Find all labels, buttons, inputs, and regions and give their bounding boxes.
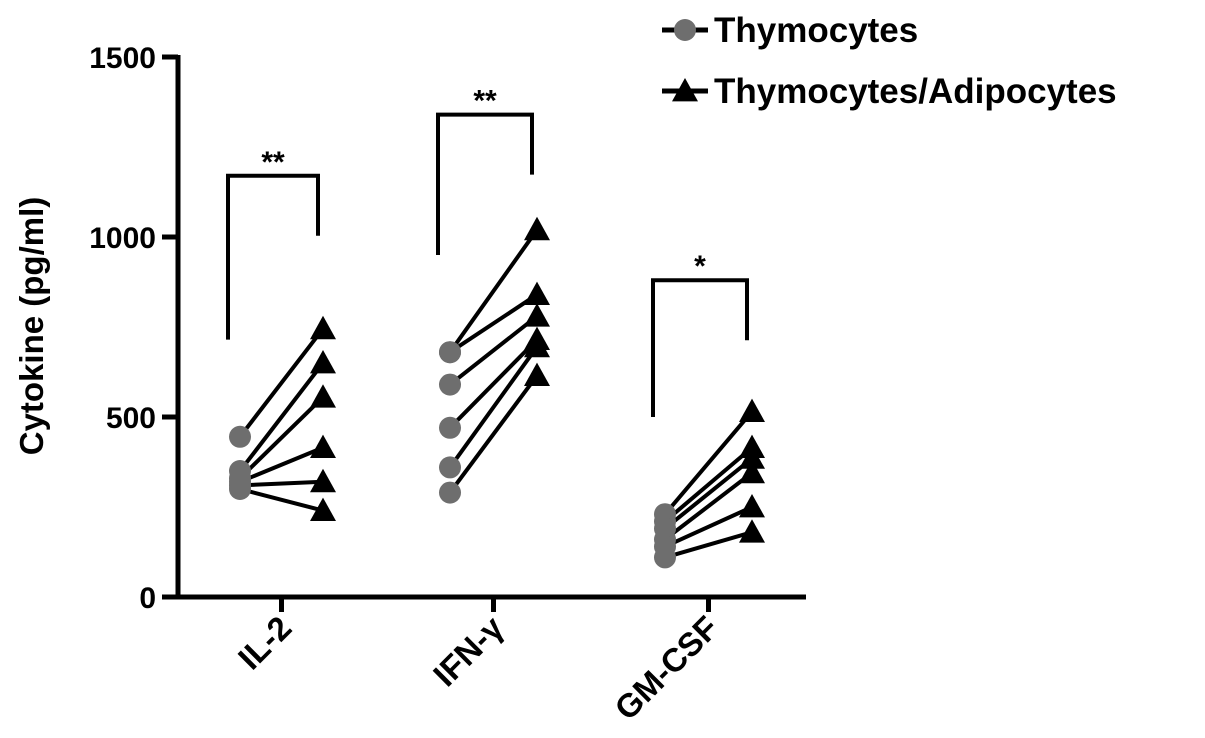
pair-line-gm-csf (664, 505, 753, 549)
pair-line-ifn (448, 345, 539, 469)
x-axis: IL-2 IFN-γ GM-CSF (176, 594, 806, 727)
legend-triangle-marker (672, 78, 698, 102)
point-thymocytes-adipocytes-ifn (524, 281, 550, 305)
y-axis: 0 500 1000 1500 (89, 42, 181, 615)
pair-line-gm-csf (663, 410, 754, 516)
pair-line-il-2 (238, 361, 325, 473)
legend: Thymocytes Thymocytes/Adipocytes (662, 11, 1117, 111)
pair-line-il-2 (239, 479, 324, 488)
point-thymocytes-ifn (439, 481, 461, 504)
pair-line-ifn (448, 314, 539, 387)
pair-line-ifn (448, 338, 539, 430)
legend-circle-marker (674, 19, 696, 41)
significance-bracket-il-2 (226, 173, 320, 340)
x-labels: IL-2 IFN-γ GM-CSF (231, 597, 725, 727)
pair-line-gm-csf (663, 446, 754, 523)
point-thymocytes-adipocytes-gm-csf (739, 459, 765, 484)
point-thymocytes-adipocytes-ifn (524, 303, 550, 327)
point-thymocytes-adipocytes-gm-csf (739, 494, 765, 518)
y-tick-label: 0 (139, 582, 156, 615)
point-thymocytes-ifn (439, 456, 461, 479)
pair-line-ifn (448, 374, 539, 494)
point-thymocytes-adipocytes-gm-csf (739, 445, 765, 469)
y-tick-label: 500 (106, 402, 156, 435)
significance-label-ifn: ** (473, 85, 497, 118)
point-thymocytes-adipocytes-il-2 (310, 384, 336, 408)
y-ticks: 0 500 1000 1500 (89, 42, 178, 615)
legend-label-thymocytes: Thymocytes (714, 11, 918, 50)
point-thymocytes-ifn (439, 373, 461, 396)
point-thymocytes-adipocytes-ifn (524, 333, 550, 358)
pair-line-gm-csf (664, 530, 753, 560)
point-thymocytes-adipocytes-ifn (524, 362, 550, 386)
y-tick-label: 1000 (89, 222, 156, 255)
pair-line-gm-csf (663, 471, 754, 541)
point-thymocytes-ifn (439, 416, 461, 439)
significance-bracket-ifn (436, 112, 534, 255)
point-thymocytes-gm-csf (654, 546, 676, 569)
pair-line-il-2 (238, 327, 325, 439)
pair-line-gm-csf (663, 456, 754, 531)
pair-line-il-2 (238, 395, 325, 480)
paired-lines (238, 228, 754, 560)
pair-line-ifn (448, 228, 539, 354)
pair-line-il-2 (239, 487, 324, 513)
point-thymocytes-il-2 (229, 478, 251, 500)
significance-bracket-gm-csf (651, 278, 749, 417)
point-thymocytes-adipocytes-ifn (524, 216, 550, 241)
x-tick-label-gm-csf: GM-CSF (607, 609, 725, 727)
point-thymocytes-il-2 (229, 425, 251, 448)
x-tick-label-il-2: IL-2 (231, 609, 299, 677)
legend-label-thymocytes-adipocytes: Thymocytes/Adipocytes (714, 72, 1117, 111)
point-thymocytes-adipocytes-il-2 (310, 497, 336, 521)
point-thymocytes-adipocytes-il-2 (310, 434, 336, 458)
data-points (229, 216, 765, 569)
point-thymocytes-adipocytes-gm-csf (739, 398, 765, 422)
significance-brackets: ***** (226, 85, 749, 417)
y-tick-label: 1500 (89, 42, 156, 75)
point-thymocytes-adipocytes-il-2 (310, 468, 336, 493)
point-thymocytes-adipocytes-il-2 (310, 350, 336, 374)
point-thymocytes-adipocytes-il-2 (310, 315, 336, 340)
significance-label-gm-csf: * (694, 250, 706, 283)
pair-line-il-2 (239, 445, 324, 484)
y-axis-title: Cytokine (pg/ml) (13, 197, 50, 456)
point-thymocytes-adipocytes-gm-csf (739, 519, 765, 543)
x-tick-label-ifn: IFN-γ (426, 608, 511, 693)
pair-line-ifn (448, 292, 539, 354)
significance-label-il-2: ** (261, 146, 285, 179)
point-thymocytes-ifn (439, 341, 461, 364)
